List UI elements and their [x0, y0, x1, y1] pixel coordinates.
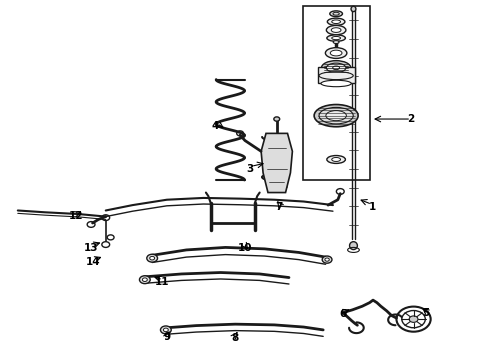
Bar [303, 6, 369, 180]
Ellipse shape [321, 80, 351, 87]
Ellipse shape [326, 26, 346, 35]
Text: 3: 3 [246, 164, 253, 174]
Text: 1: 1 [368, 202, 376, 212]
Ellipse shape [143, 278, 147, 282]
Text: 10: 10 [238, 243, 252, 253]
Text: 7: 7 [275, 202, 283, 212]
Text: 13: 13 [84, 243, 98, 253]
Ellipse shape [140, 276, 150, 284]
Ellipse shape [319, 107, 353, 124]
Polygon shape [261, 134, 293, 193]
Ellipse shape [150, 256, 155, 260]
Ellipse shape [351, 6, 356, 12]
Text: 9: 9 [163, 332, 171, 342]
Ellipse shape [327, 18, 345, 25]
Text: 2: 2 [408, 114, 415, 124]
Ellipse shape [330, 50, 342, 56]
Ellipse shape [349, 242, 357, 249]
Ellipse shape [409, 316, 418, 322]
Text: 11: 11 [155, 277, 169, 287]
Ellipse shape [333, 66, 340, 69]
Ellipse shape [330, 11, 343, 17]
Text: 8: 8 [232, 333, 239, 343]
Ellipse shape [319, 72, 353, 80]
Ellipse shape [396, 307, 431, 332]
Text: 4: 4 [212, 121, 220, 131]
Ellipse shape [325, 258, 329, 261]
Ellipse shape [333, 41, 339, 44]
Ellipse shape [325, 48, 347, 58]
Bar [318, 67, 355, 84]
Ellipse shape [332, 36, 341, 40]
Ellipse shape [314, 104, 358, 127]
Ellipse shape [160, 326, 171, 334]
Ellipse shape [332, 20, 341, 23]
Text: 12: 12 [69, 211, 84, 221]
Ellipse shape [274, 117, 280, 121]
Ellipse shape [402, 311, 425, 328]
Ellipse shape [326, 111, 346, 121]
Ellipse shape [331, 28, 341, 32]
Ellipse shape [332, 158, 341, 161]
Ellipse shape [326, 63, 346, 72]
Text: 6: 6 [339, 310, 346, 319]
Ellipse shape [321, 60, 351, 75]
Ellipse shape [327, 156, 345, 163]
Text: 5: 5 [422, 308, 429, 318]
Ellipse shape [163, 328, 168, 332]
Text: 14: 14 [86, 257, 101, 267]
Ellipse shape [322, 256, 332, 263]
Ellipse shape [327, 35, 345, 41]
Ellipse shape [147, 254, 158, 262]
